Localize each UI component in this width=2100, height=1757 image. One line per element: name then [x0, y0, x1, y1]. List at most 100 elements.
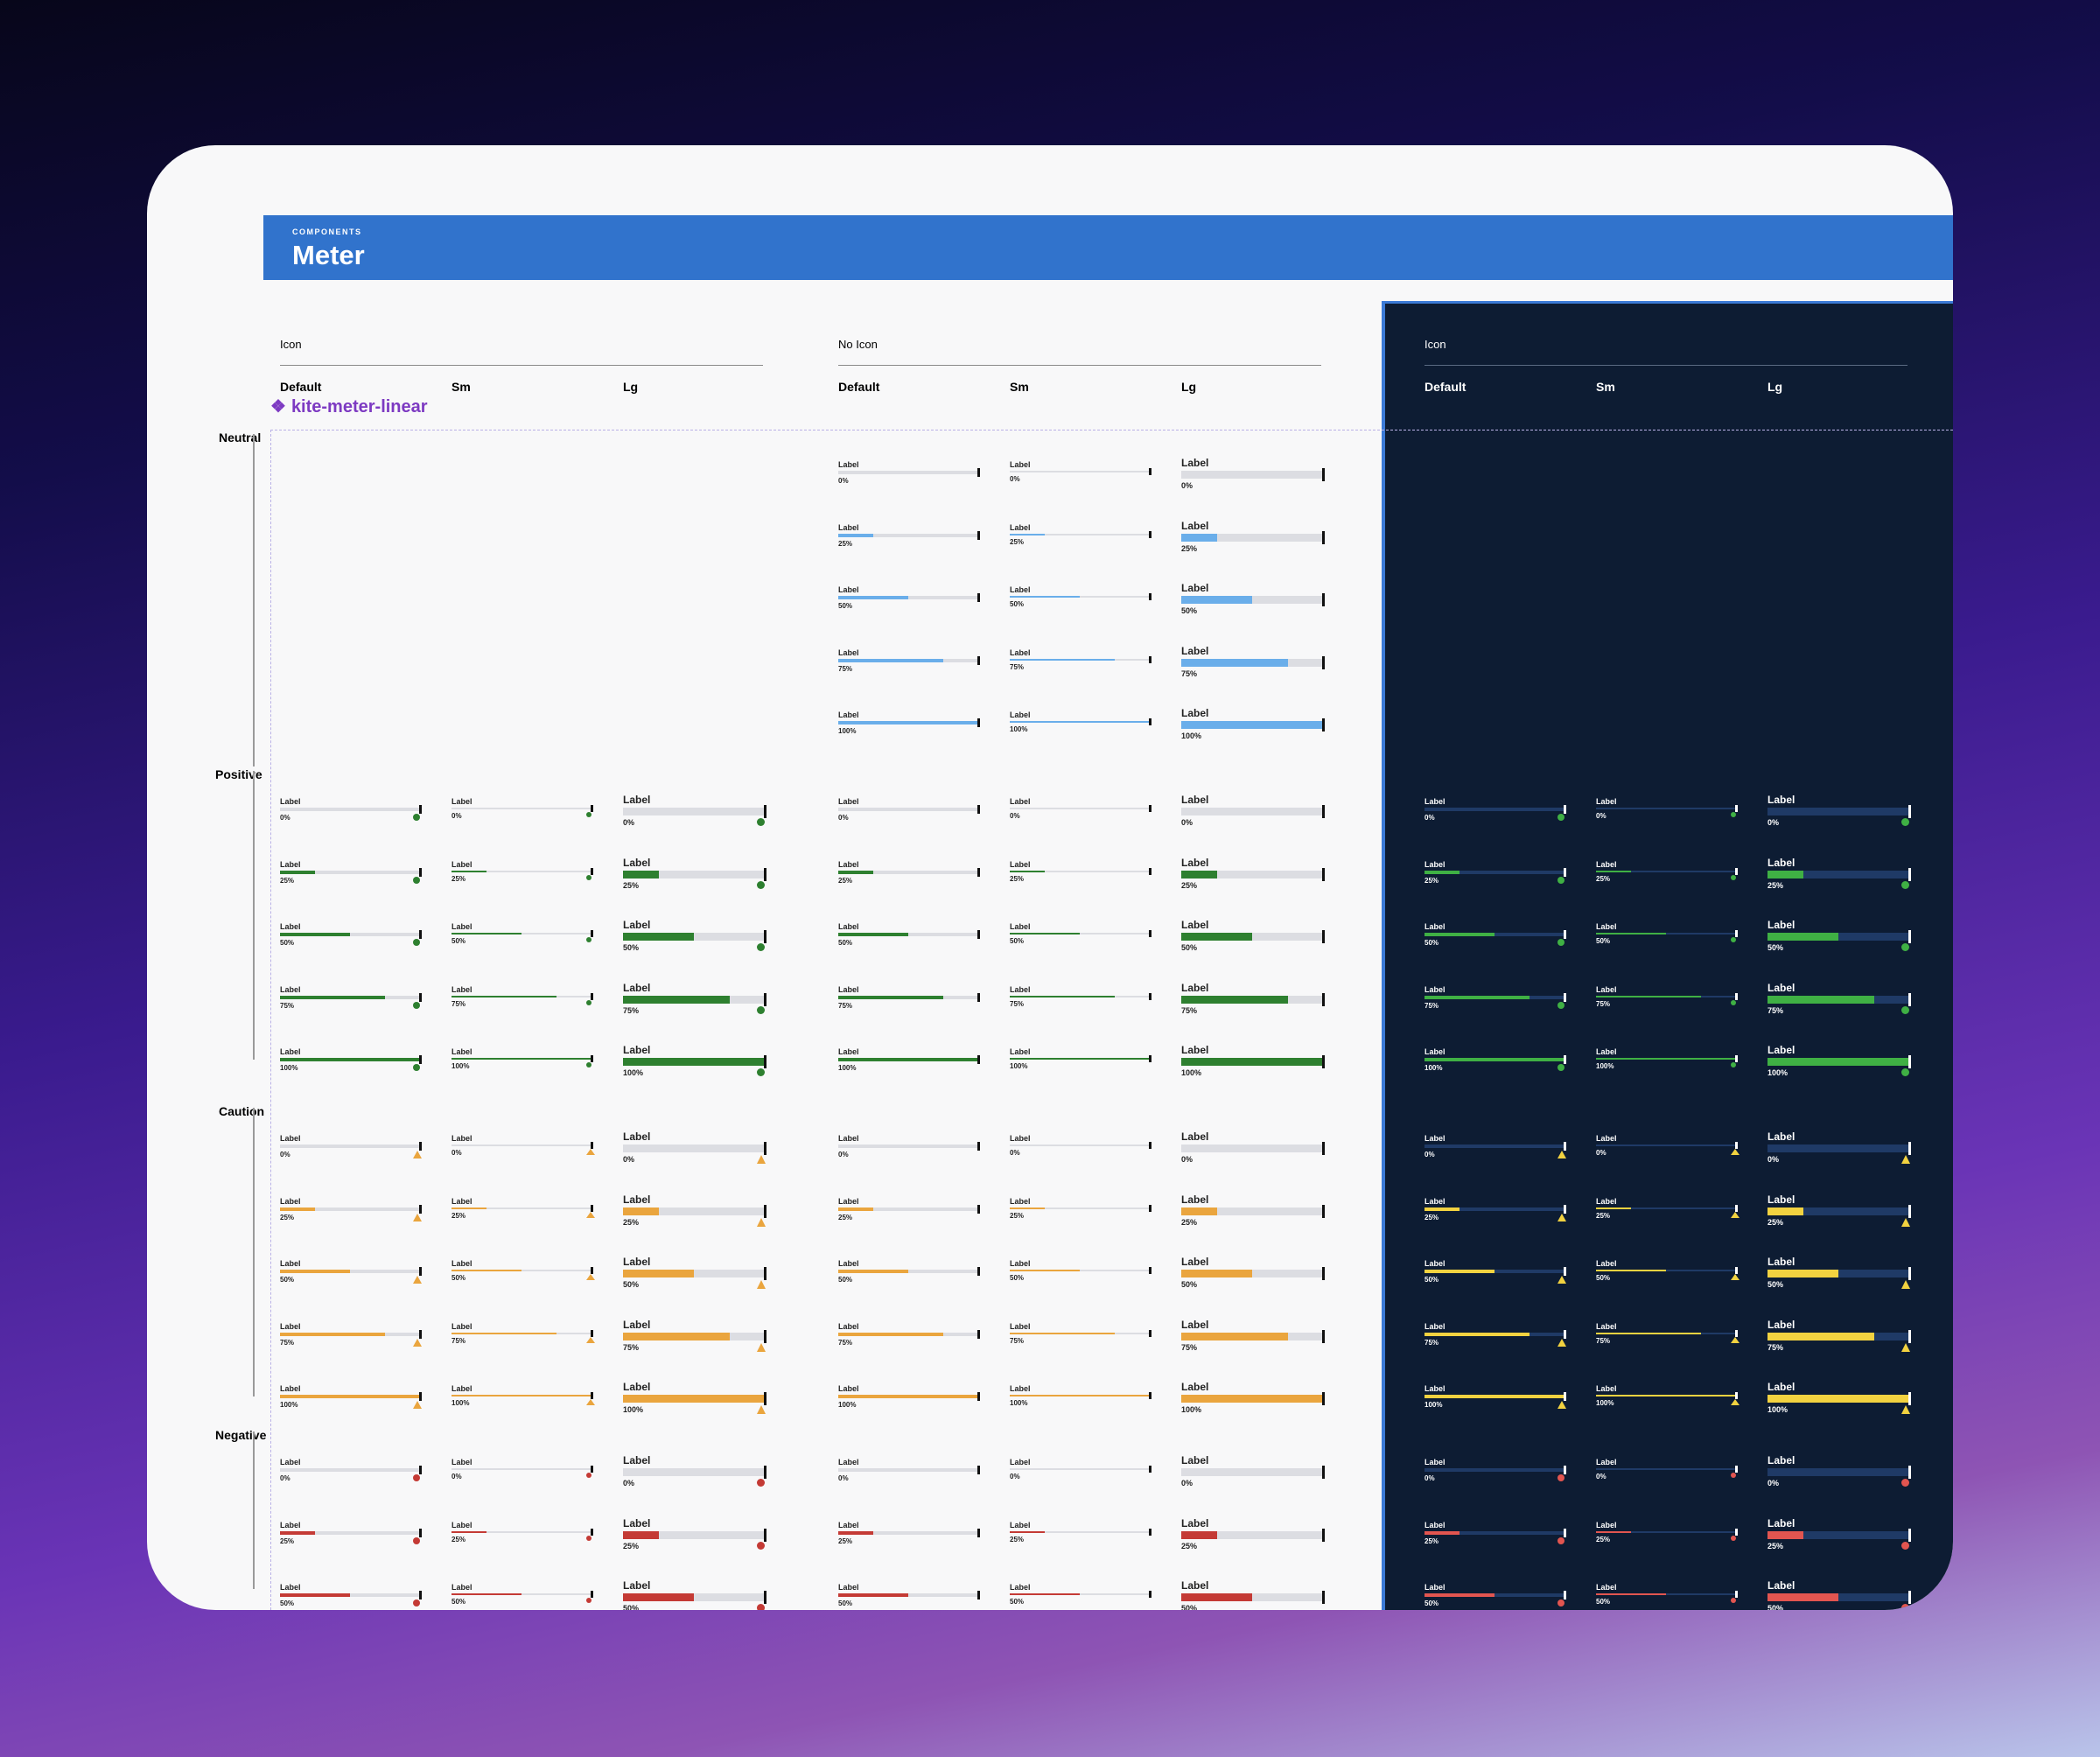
- meter-max-marker: [1149, 593, 1152, 600]
- meter-max-marker: [1908, 1142, 1911, 1155]
- meter-fill: [1181, 721, 1323, 729]
- meter-track: [1181, 1144, 1323, 1152]
- meter-max-marker: [764, 805, 766, 818]
- meter-track: [452, 1270, 592, 1271]
- meter-fill: [1010, 1332, 1115, 1334]
- meter-max-marker: [1322, 1055, 1325, 1068]
- meter-max-marker: [1149, 867, 1152, 875]
- meter-track: [1768, 1058, 1909, 1066]
- meter-label: Label: [838, 710, 859, 719]
- warning-triangle-icon: [1901, 1342, 1910, 1352]
- meter-track: [1181, 1468, 1323, 1476]
- meter-max-marker: [1735, 1528, 1738, 1536]
- meter-value: 75%: [1596, 1336, 1611, 1345]
- meter-value: 25%: [280, 1213, 295, 1222]
- meter-label: Label: [1596, 1134, 1617, 1143]
- check-dot-icon: [1731, 874, 1736, 880]
- meter-max-marker: [764, 1267, 766, 1280]
- meter-max-marker: [1322, 1142, 1325, 1155]
- meter-value: 75%: [1424, 1001, 1439, 1010]
- meter-max-marker: [977, 1528, 980, 1537]
- check-dot-icon: [1901, 1068, 1909, 1076]
- meter-fill: [280, 1058, 420, 1061]
- meter-track: [280, 1270, 420, 1273]
- meter-max-marker: [1735, 1392, 1738, 1399]
- meter-label: Label: [1768, 1579, 1796, 1592]
- meter-track: [1596, 1332, 1736, 1334]
- meter-track: [1181, 1593, 1323, 1601]
- meter-max-marker: [1149, 1392, 1152, 1399]
- meter-track: [1181, 1058, 1323, 1066]
- meter-max-marker: [1322, 1392, 1325, 1405]
- meter-value: 75%: [1010, 999, 1025, 1008]
- meter-label: Label: [1768, 1381, 1796, 1393]
- meter-track: [1424, 1144, 1564, 1148]
- meter-max-marker: [1908, 805, 1911, 818]
- error-dot-icon: [586, 1535, 592, 1541]
- component-tag[interactable]: ❖ kite-meter-linear: [270, 396, 428, 417]
- meter-value: 25%: [1768, 1217, 1784, 1227]
- meter-fill: [1768, 995, 1874, 1004]
- meter-max-marker: [977, 468, 980, 477]
- meter-fill: [1424, 1207, 1460, 1211]
- meter-max-marker: [1322, 1204, 1325, 1218]
- meter-label: Label: [280, 1458, 301, 1466]
- meter-max-marker: [977, 1329, 980, 1339]
- check-dot-icon: [1901, 880, 1909, 889]
- meter-fill: [838, 1058, 978, 1061]
- meter-track: [1424, 808, 1564, 811]
- component-icon: ❖: [270, 397, 286, 416]
- meter-fill: [1768, 1395, 1909, 1403]
- meter-label: Label: [1181, 457, 1209, 469]
- meter-value: 75%: [623, 1342, 640, 1352]
- meter-track: [1010, 1593, 1150, 1595]
- meter-track: [1181, 1530, 1323, 1539]
- meter-fill: [1424, 995, 1530, 999]
- meter-value: 50%: [838, 1276, 853, 1284]
- meter-max-marker: [1735, 1466, 1738, 1473]
- meter-max-marker: [1322, 930, 1325, 943]
- meter-max-marker: [591, 1142, 593, 1149]
- meter-track: [838, 1332, 978, 1336]
- meter-fill: [1424, 870, 1460, 874]
- meter-max-marker: [1908, 1528, 1911, 1542]
- meter-value: 25%: [452, 874, 466, 883]
- meter-value: 50%: [452, 1274, 466, 1282]
- warning-triangle-icon: [757, 1405, 766, 1414]
- meter-value: 100%: [623, 1405, 644, 1414]
- check-dot-icon: [1731, 1062, 1736, 1068]
- meter-label: Label: [1768, 981, 1796, 994]
- meter-label: Label: [452, 1196, 472, 1206]
- meter-label: Label: [452, 1583, 472, 1592]
- meter-label: Label: [838, 1583, 859, 1592]
- meter-track: [1596, 933, 1736, 934]
- meter-value: 25%: [1010, 1211, 1025, 1220]
- meter-label: Label: [1768, 794, 1796, 806]
- meter-max-marker: [1564, 867, 1566, 877]
- meter-fill: [452, 1593, 522, 1595]
- meter-fill: [1010, 995, 1115, 998]
- meter-label: Label: [1181, 856, 1209, 869]
- meter-track: [452, 870, 592, 872]
- meter-label: Label: [623, 1044, 651, 1056]
- meter-label: Label: [1010, 710, 1031, 719]
- meter-fill: [838, 1207, 873, 1211]
- meter-track: [838, 870, 978, 874]
- meter-max-marker: [764, 1142, 766, 1155]
- meter-track: [838, 1468, 978, 1472]
- meter-value: 100%: [623, 1068, 644, 1077]
- meter-track: [1424, 1395, 1564, 1398]
- meter-label: Label: [452, 797, 472, 806]
- meter-fill: [1768, 1593, 1838, 1601]
- meter-label: Label: [1424, 922, 1446, 931]
- meter-track: [1768, 995, 1909, 1004]
- meter-max-marker: [764, 930, 766, 943]
- meter-max-marker: [1908, 1267, 1911, 1280]
- meter-fill: [1768, 1207, 1803, 1215]
- meter-track: [1181, 808, 1323, 816]
- meter-value: 25%: [1181, 880, 1198, 890]
- meter-track: [280, 1144, 420, 1148]
- meter-fill: [1010, 721, 1150, 723]
- meter-value: 0%: [1424, 1474, 1435, 1482]
- check-dot-icon: [1901, 943, 1909, 951]
